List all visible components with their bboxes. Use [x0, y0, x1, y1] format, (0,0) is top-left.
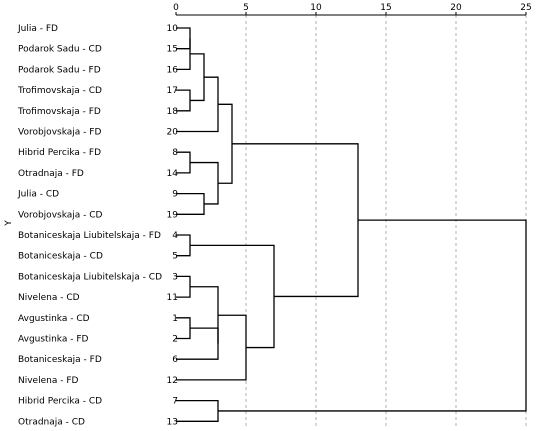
leaf-label: Otradnaja - CD [18, 417, 85, 427]
leaf-case-number: 20 [167, 128, 179, 138]
leaf-label: Botaniceskaja Liubitelskaja - FD [18, 231, 161, 241]
x-tick-label: 15 [380, 3, 391, 13]
leaf-label: Botaniceskaja - CD [18, 252, 103, 262]
dendrogram-link [176, 314, 247, 381]
leaf-case-number: 3 [172, 272, 178, 282]
dendrogram-link [176, 38, 191, 71]
leaf-label: Avgustinka - FD [18, 335, 89, 345]
leaf-case-number: 18 [167, 107, 179, 117]
dendrogram-link [176, 76, 219, 133]
dendrogram-link [232, 143, 359, 298]
leaf-case-number: 6 [172, 355, 178, 365]
leaf-case-number: 12 [167, 376, 178, 386]
leaf-case-number: 19 [167, 210, 179, 220]
leaf-case-number: 14 [167, 169, 179, 179]
dendrogram-link [190, 286, 219, 344]
leaf-case-number: 13 [167, 417, 178, 427]
leaf-label: Podarok Sadu - FD [18, 65, 101, 75]
y-axis-label: Y [4, 220, 14, 227]
leaf-case-number: 16 [167, 65, 179, 75]
dendrogram-link [176, 89, 191, 112]
dendrogram-link [176, 234, 191, 257]
dendrogram-link [190, 53, 205, 102]
leaf-label: Trofimovskaja - FD [17, 107, 101, 117]
leaf-case-number: 10 [167, 24, 179, 34]
leaf-label: Vorobjovskaja - CD [18, 210, 103, 220]
leaf-label: Trofimovskaja - CD [17, 86, 102, 96]
leaf-label: Avgustinka - CD [18, 314, 90, 324]
dendrogram-link [176, 399, 219, 422]
leaf-case-number: 7 [172, 397, 178, 407]
x-tick-label: 10 [310, 3, 322, 13]
leaf-case-number: 8 [172, 148, 178, 158]
dendrogram-link [190, 244, 275, 349]
leaf-label: Julia - CD [17, 190, 59, 200]
leaf-case-number: 5 [172, 252, 178, 262]
leaf-label: Botaniceskaja Liubitelskaja - CD [18, 272, 162, 282]
dendrogram-link [176, 192, 205, 215]
leaf-label: Botaniceskaja - FD [18, 355, 102, 365]
leaf-label: Podarok Sadu - CD [18, 45, 102, 55]
dendrogram-link [218, 103, 233, 184]
leaf-label: Nivelena - CD [18, 293, 80, 303]
leaf-label: Otradnaja - FD [18, 169, 84, 179]
dendrogram-link [176, 317, 191, 340]
leaf-case-number: 1 [172, 314, 178, 324]
leaf-case-number: 17 [167, 86, 178, 96]
leaf-case-number: 9 [172, 190, 178, 200]
dendrogram-links [176, 27, 527, 422]
dendrogram-link [176, 27, 191, 50]
grid-lines [245, 15, 527, 428]
leaf-label: Vorobjovskaja - FD [18, 128, 101, 138]
leaf-case-number: 2 [172, 335, 178, 345]
leaf-label: Nivelena - FD [18, 376, 78, 386]
leaf-case-number: 11 [167, 293, 178, 303]
dendrogram-link [176, 327, 219, 360]
dendrogram-link [176, 275, 191, 298]
leaf-case-number: 15 [167, 45, 178, 55]
x-tick-label: 5 [243, 3, 249, 13]
x-tick-label: 0 [173, 3, 179, 13]
x-tick-label: 20 [450, 3, 462, 13]
leaf-label: Julia - FD [17, 24, 58, 34]
leaf-case-number: 4 [172, 231, 178, 241]
leaf-label: Hibrid Percika - FD [18, 148, 101, 158]
leaf-label: Hibrid Percika - CD [18, 397, 102, 407]
dendrogram-link [176, 151, 191, 174]
x-axis-ticks: 0 5 10 15 20 25 [173, 3, 532, 15]
dendrogram-link [218, 219, 527, 412]
x-tick-label: 25 [520, 3, 531, 13]
